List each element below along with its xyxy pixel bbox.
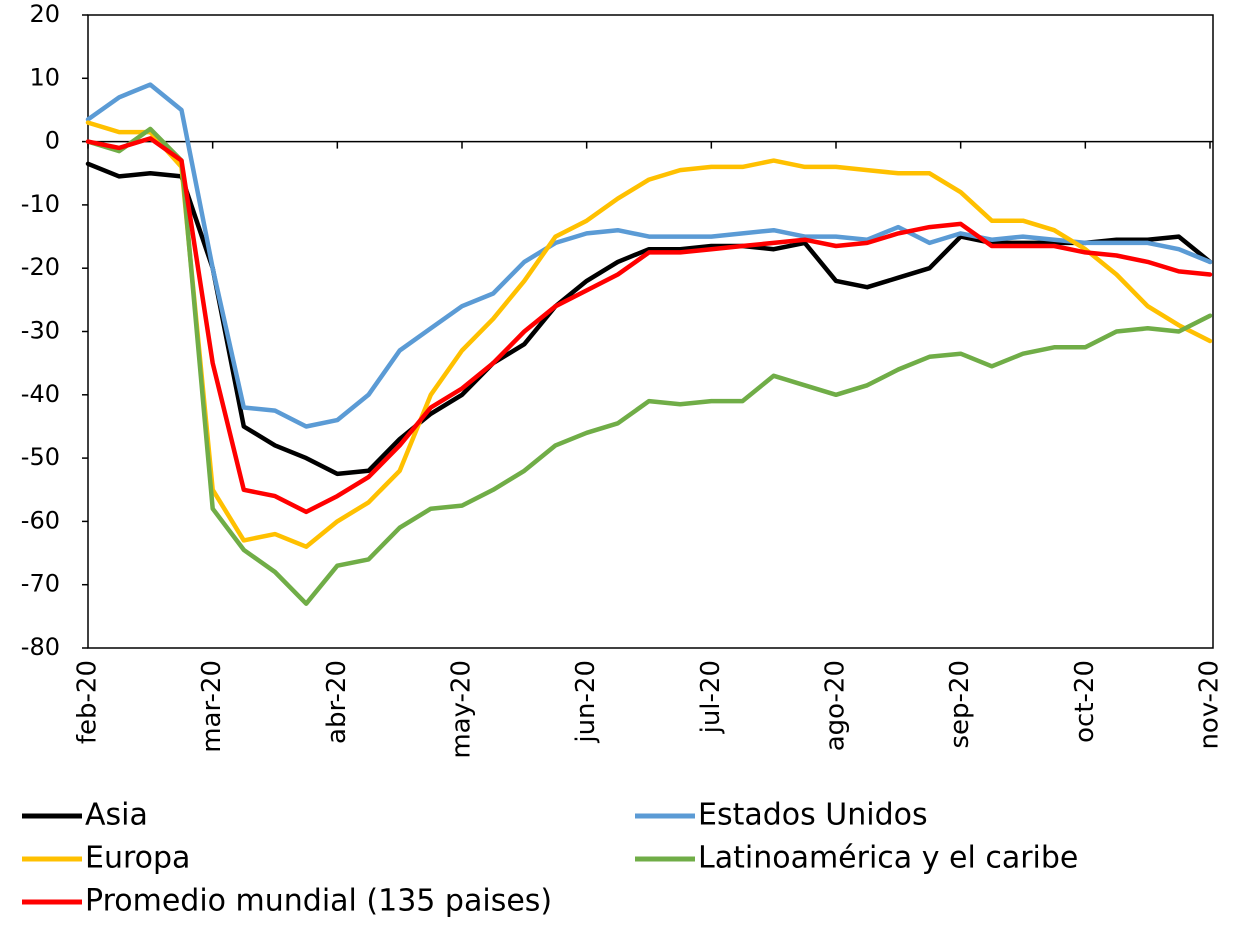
y-tick-label: -30 <box>21 317 60 345</box>
legend-label: Europa <box>85 841 190 876</box>
x-tick-label: abr-20 <box>322 660 352 744</box>
y-tick-label: -80 <box>21 633 60 661</box>
plot-frame <box>87 14 1214 649</box>
series-line <box>85 126 1213 606</box>
x-tick-label: nov-20 <box>1195 660 1225 750</box>
series-line <box>85 161 1213 477</box>
x-tick-label: jul-20 <box>696 660 726 734</box>
x-tick-label: jun-20 <box>571 660 601 744</box>
y-tick-label: 0 <box>45 127 60 155</box>
series-line <box>85 120 1213 549</box>
legend-label: Latinoamérica y el caribe <box>698 841 1078 876</box>
x-tick-label: may-20 <box>447 660 477 759</box>
y-tick-label: 20 <box>29 0 60 28</box>
x-tick-label: mar-20 <box>197 660 227 753</box>
legend-label: Asia <box>85 798 148 833</box>
y-tick-label: -10 <box>21 190 60 218</box>
x-tick-label: feb-20 <box>73 660 103 744</box>
y-tick-label: 10 <box>29 63 60 91</box>
y-tick-label: -60 <box>21 506 60 534</box>
y-tick-label: -40 <box>21 380 60 408</box>
series-line <box>85 136 1213 515</box>
x-tick-label: sep-20 <box>945 660 975 749</box>
series-line <box>85 82 1213 429</box>
legend-label: Promedio mundial (135 paises) <box>85 884 552 919</box>
x-tick-label: oct-20 <box>1070 660 1100 743</box>
y-tick-label: -50 <box>21 443 60 471</box>
legend-label: Estados Unidos <box>698 798 928 833</box>
y-tick-label: -20 <box>21 253 60 281</box>
x-tick-label: ago-20 <box>821 660 851 751</box>
y-tick-label: -70 <box>21 570 60 598</box>
